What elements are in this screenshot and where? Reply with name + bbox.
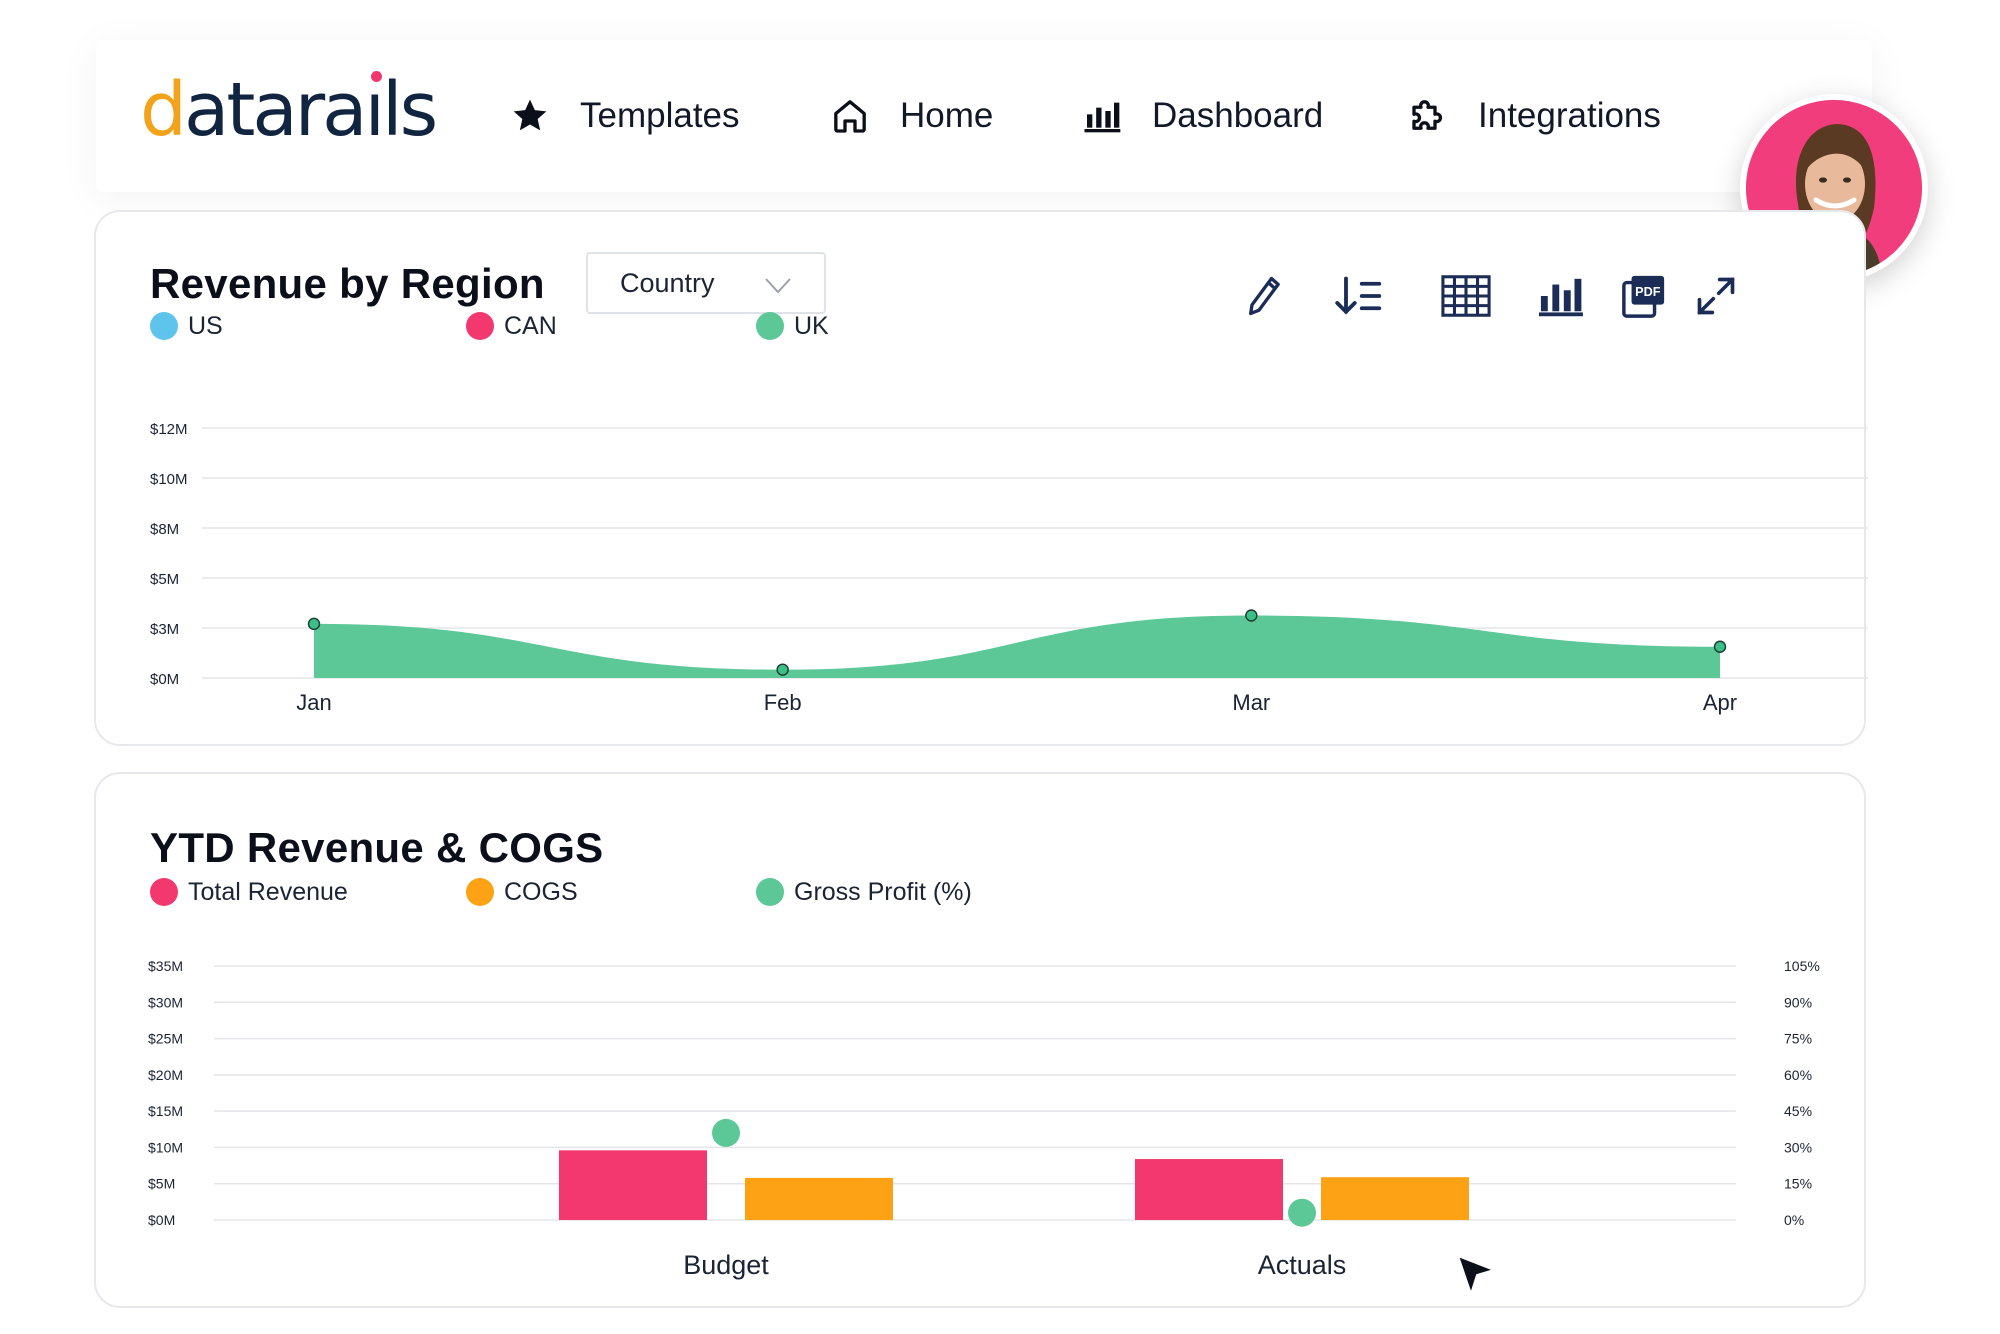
- data-point: [1713, 640, 1727, 653]
- legend-item-us[interactable]: US: [150, 312, 223, 341]
- y2-tick-label: 75%: [1784, 1031, 1812, 1047]
- country-dropdown[interactable]: Country: [586, 252, 826, 314]
- nav-item-templates[interactable]: Templates: [508, 84, 740, 148]
- bar-chart-icon: [1536, 275, 1584, 322]
- ytd-bar-chart: $0M 0% $5M 15% $10M 30% $15M 45% $20M 60% $25M 75% $…: [148, 958, 1820, 1280]
- legend-label: CAN: [504, 311, 557, 340]
- card-title: Revenue by Region: [150, 260, 545, 307]
- pencil-icon: [1244, 274, 1284, 323]
- y2-tick-label: 60%: [1784, 1067, 1812, 1083]
- top-navbar: [96, 40, 1872, 192]
- bar-cogs: [745, 1177, 893, 1220]
- nav-label: Integrations: [1478, 96, 1661, 135]
- revenue-by-region-card: Revenue by Region Country PDF: [94, 210, 1868, 746]
- legend-swatch: [756, 312, 784, 340]
- legend-item-uk[interactable]: UK: [756, 312, 829, 341]
- y2-tick-label: 30%: [1784, 1139, 1812, 1155]
- y2-tick-label: 90%: [1784, 994, 1812, 1010]
- y-tick-label: $0M: [150, 671, 179, 688]
- area-series-uk: [314, 615, 1720, 678]
- y-tick-label: $20M: [148, 1067, 183, 1083]
- y-tick-label: $25M: [148, 1031, 183, 1047]
- y2-tick-label: 105%: [1784, 958, 1820, 974]
- y-tick-label: $8M: [150, 521, 179, 538]
- legend-item-can[interactable]: CAN: [466, 312, 557, 341]
- pdf-icon-text: PDF: [1635, 285, 1661, 299]
- bar-chart-icon: [1080, 94, 1124, 138]
- x-tick-label: Feb: [764, 690, 802, 715]
- table-view-button[interactable]: [1438, 270, 1494, 326]
- expand-icon: [1694, 274, 1738, 323]
- legend-item-total-revenue[interactable]: Total Revenue: [150, 878, 348, 907]
- star-icon: [508, 94, 552, 138]
- sort-icon: [1333, 275, 1387, 322]
- x-tick-label: Apr: [1703, 690, 1737, 715]
- legend-label: Gross Profit (%): [794, 877, 972, 906]
- puzzle-icon: [1406, 94, 1450, 138]
- legend-label: US: [188, 311, 223, 340]
- sort-button[interactable]: [1332, 270, 1388, 326]
- bar-cogs: [1321, 1177, 1469, 1220]
- legend-swatch: [466, 312, 494, 340]
- y-tick-label: $5M: [148, 1176, 175, 1192]
- y-tick-label: $3M: [150, 621, 179, 638]
- nav-item-integrations[interactable]: Integrations: [1406, 84, 1661, 148]
- nav-item-home[interactable]: Home: [828, 84, 993, 148]
- dropdown-value: Country: [620, 267, 715, 298]
- nav-label: Home: [900, 96, 994, 135]
- gross-profit-point: [1288, 1198, 1316, 1227]
- pdf-icon: PDF: [1621, 273, 1667, 324]
- y2-tick-label: 45%: [1784, 1103, 1812, 1119]
- y-tick-label: $0M: [148, 1212, 175, 1228]
- legend-swatch: [756, 878, 784, 906]
- nav-item-dashboard[interactable]: Dashboard: [1080, 84, 1323, 148]
- expand-button[interactable]: [1688, 270, 1744, 326]
- y-tick-label: $35M: [148, 958, 183, 974]
- y-tick-label: $15M: [148, 1103, 183, 1119]
- legend-item-cogs[interactable]: COGS: [466, 878, 578, 907]
- x-tick-label: Mar: [1232, 690, 1270, 715]
- y-tick-label: $5M: [150, 571, 179, 588]
- chart-view-button[interactable]: [1532, 270, 1588, 326]
- y-tick-label: $10M: [148, 1139, 183, 1155]
- y-tick-label: $12M: [150, 421, 188, 438]
- revenue-area-chart: $0M $3M $5M $8M $10M $12M Jan Feb Mar Apr: [150, 421, 1868, 715]
- y-tick-label: $30M: [148, 994, 183, 1010]
- bar-total-revenue: [559, 1150, 707, 1220]
- ytd-revenue-cogs-card: YTD Revenue & COGS Total Revenue COGS Gr…: [94, 772, 1866, 1308]
- datarails-logo[interactable]: dataraıls: [140, 67, 438, 153]
- home-icon: [828, 94, 872, 138]
- nav-label: Templates: [580, 96, 740, 135]
- y2-tick-label: 15%: [1784, 1176, 1812, 1192]
- export-pdf-button[interactable]: PDF: [1616, 270, 1672, 326]
- legend-label: COGS: [504, 877, 578, 906]
- data-point: [776, 663, 789, 676]
- data-point: [1245, 609, 1258, 622]
- legend-swatch: [150, 878, 178, 906]
- data-point: [307, 617, 321, 631]
- edit-button[interactable]: [1236, 270, 1292, 326]
- legend-label: Total Revenue: [188, 877, 348, 906]
- legend-item-gross-profit[interactable]: Gross Profit (%): [756, 878, 972, 907]
- card-title: YTD Revenue & COGS: [150, 824, 604, 871]
- legend-label: UK: [794, 311, 829, 340]
- bar-total-revenue: [1135, 1159, 1283, 1220]
- table-icon: [1441, 274, 1491, 323]
- x-tick-label: Jan: [296, 690, 331, 715]
- nav-label: Dashboard: [1152, 96, 1324, 135]
- gross-profit-point: [712, 1118, 740, 1147]
- x-category-label: Budget: [683, 1250, 769, 1280]
- legend-swatch: [466, 878, 494, 906]
- mouse-cursor-icon: [1456, 1254, 1498, 1303]
- x-category-label: Actuals: [1258, 1250, 1347, 1280]
- y2-tick-label: 0%: [1784, 1212, 1804, 1228]
- legend-swatch: [150, 312, 178, 340]
- y-tick-label: $10M: [150, 471, 188, 488]
- chevron-down-icon: [764, 272, 792, 303]
